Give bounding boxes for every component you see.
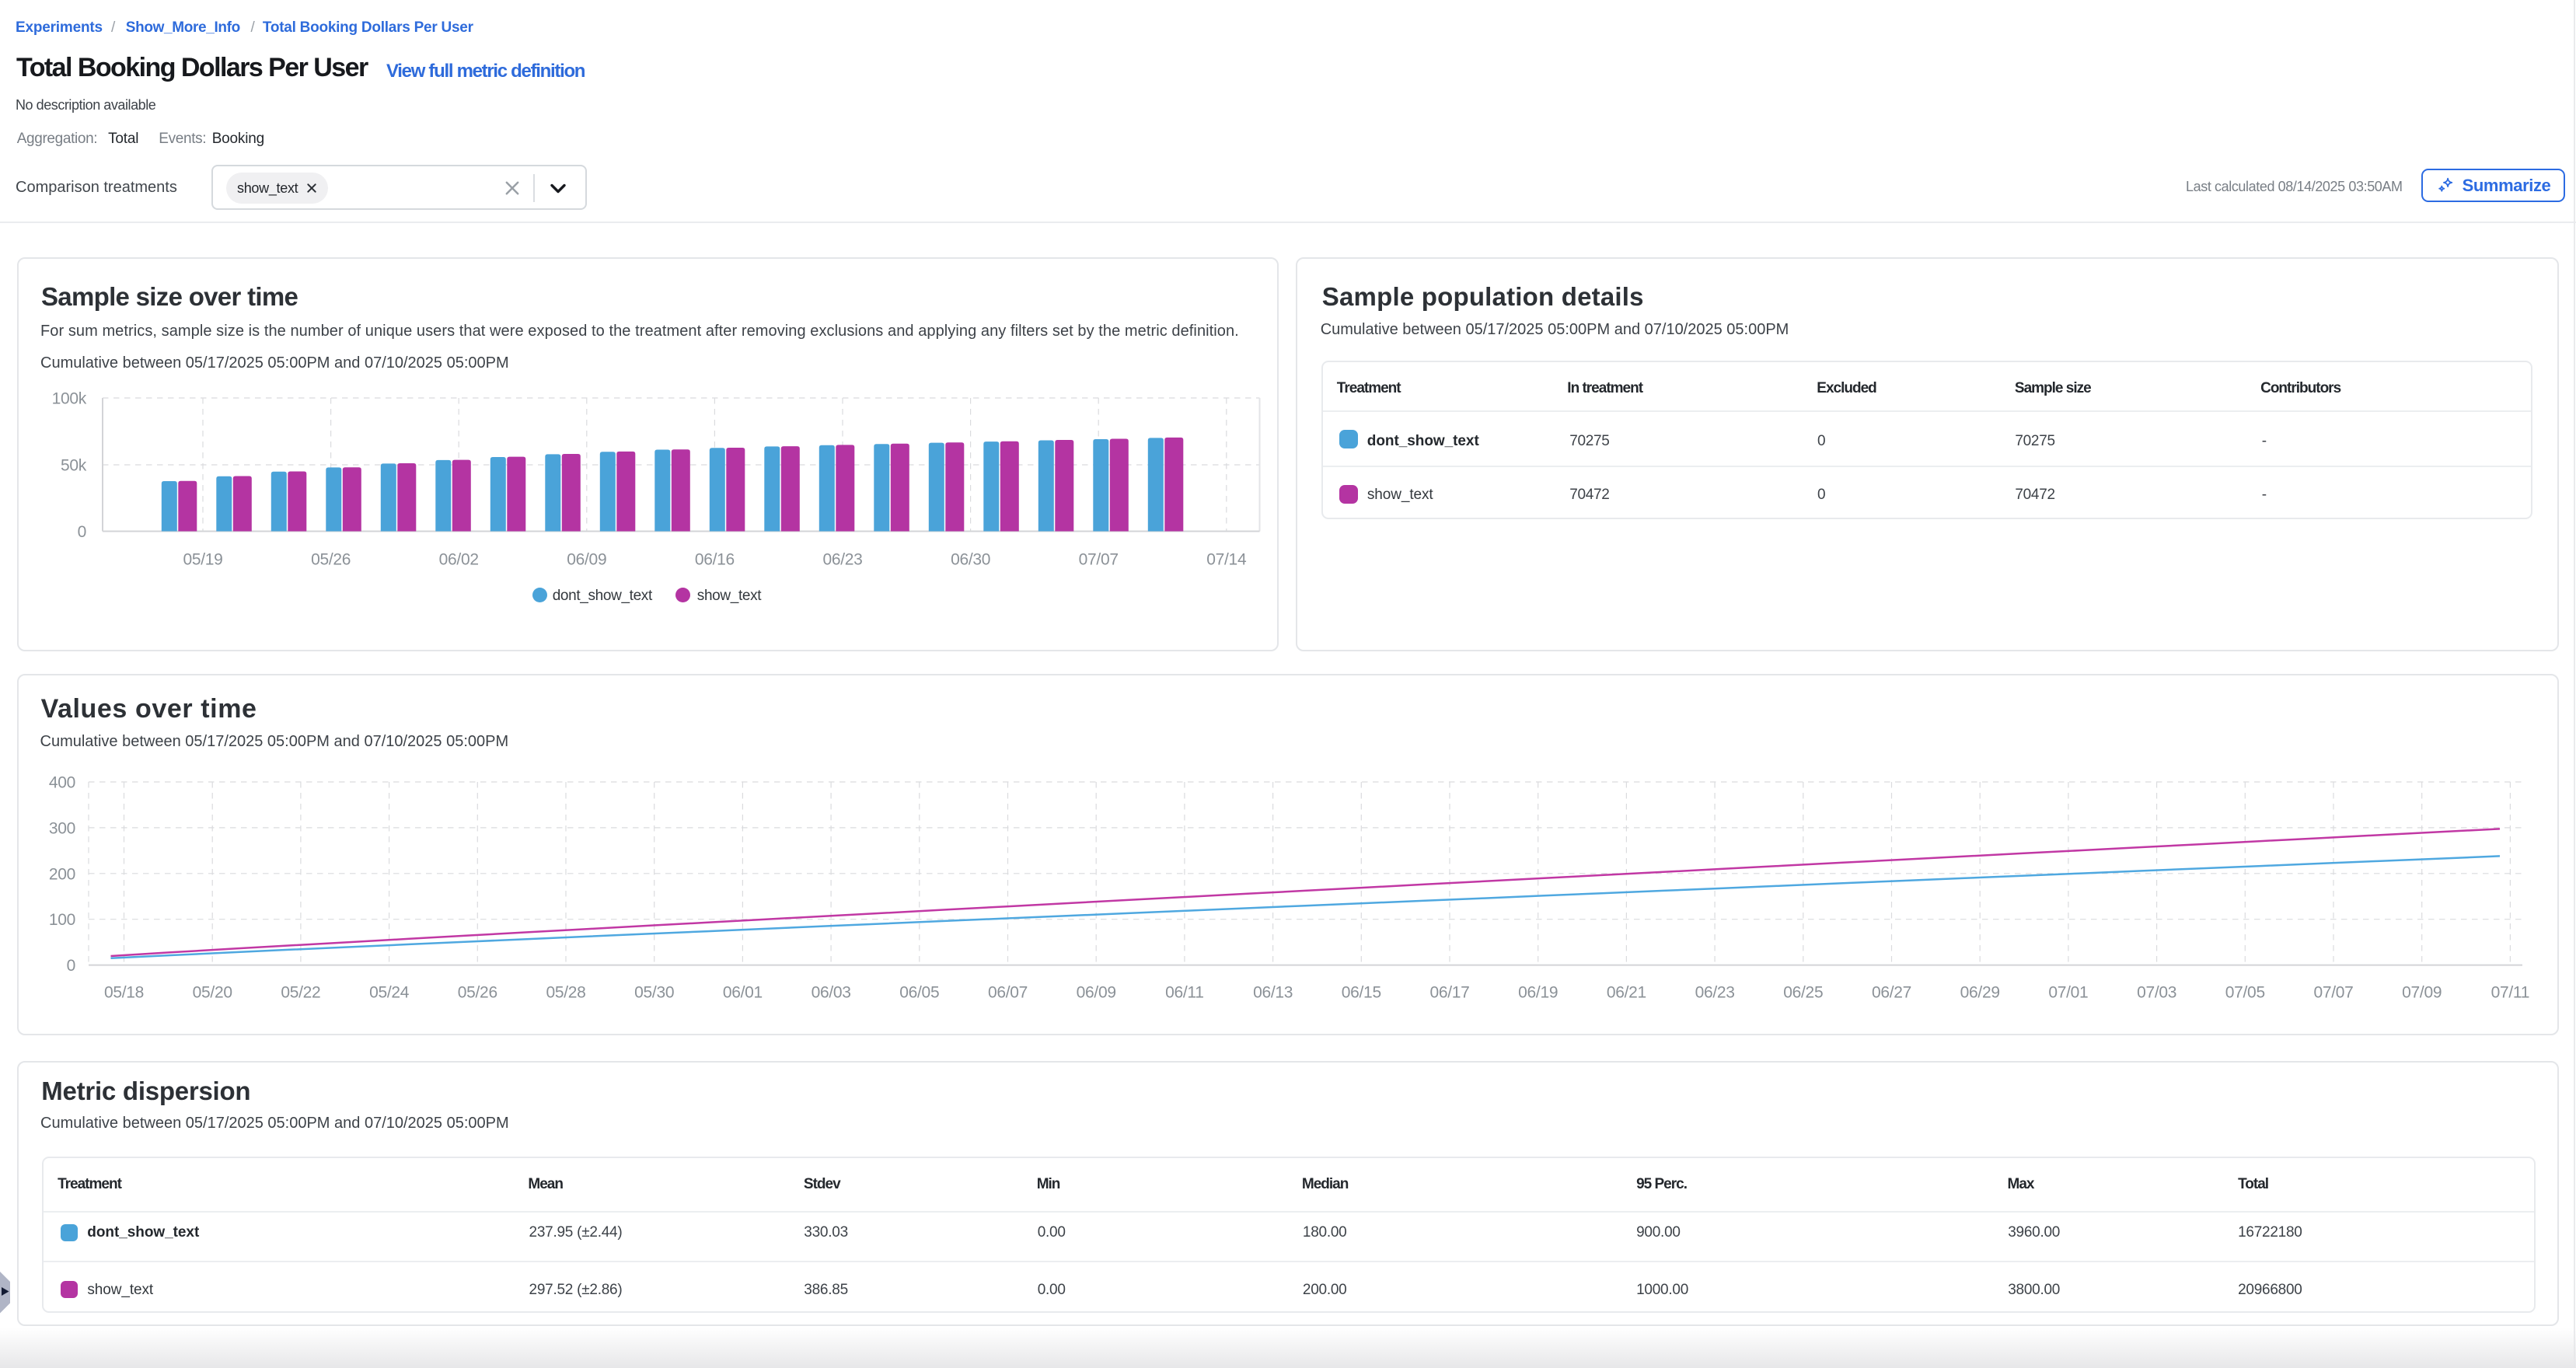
svg-text:05/19: 05/19 xyxy=(183,551,222,569)
svg-text:05/18: 05/18 xyxy=(104,984,144,1002)
svg-text:07/09: 07/09 xyxy=(2402,984,2442,1002)
svg-text:100: 100 xyxy=(49,911,75,929)
svg-text:05/24: 05/24 xyxy=(369,984,410,1002)
svg-text:06/15: 06/15 xyxy=(1342,984,1381,1002)
svg-text:200: 200 xyxy=(49,865,75,883)
svg-text:07/03: 07/03 xyxy=(2137,984,2176,1002)
svg-text:07/11: 07/11 xyxy=(2491,984,2530,1002)
svg-text:05/30: 05/30 xyxy=(634,984,674,1002)
svg-text:06/30: 06/30 xyxy=(951,551,990,569)
svg-text:07/01: 07/01 xyxy=(2048,984,2088,1002)
svg-text:07/07: 07/07 xyxy=(2313,984,2353,1002)
svg-text:05/28: 05/28 xyxy=(546,984,585,1002)
svg-text:06/25: 06/25 xyxy=(1783,984,1823,1002)
svg-text:05/26: 05/26 xyxy=(311,551,351,569)
svg-text:06/17: 06/17 xyxy=(1429,984,1469,1002)
svg-text:05/26: 05/26 xyxy=(458,984,497,1002)
svg-text:06/13: 06/13 xyxy=(1253,984,1293,1002)
svg-text:50k: 50k xyxy=(61,457,87,475)
svg-text:400: 400 xyxy=(49,774,75,792)
svg-text:06/29: 06/29 xyxy=(1960,984,2000,1002)
svg-text:06/21: 06/21 xyxy=(1607,984,1646,1002)
svg-text:06/09: 06/09 xyxy=(1077,984,1116,1002)
svg-text:06/23: 06/23 xyxy=(1695,984,1735,1002)
svg-text:06/05: 06/05 xyxy=(899,984,939,1002)
svg-text:05/22: 05/22 xyxy=(281,984,320,1002)
svg-text:07/14: 07/14 xyxy=(1206,551,1247,569)
svg-text:06/02: 06/02 xyxy=(439,551,479,569)
svg-text:06/03: 06/03 xyxy=(812,984,851,1002)
svg-text:100k: 100k xyxy=(52,390,87,408)
svg-text:06/11: 06/11 xyxy=(1165,984,1204,1002)
svg-text:06/23: 06/23 xyxy=(822,551,862,569)
svg-text:06/27: 06/27 xyxy=(1872,984,1911,1002)
svg-text:0: 0 xyxy=(67,957,75,975)
svg-text:06/01: 06/01 xyxy=(723,984,763,1002)
svg-text:300: 300 xyxy=(49,819,75,837)
svg-text:07/07: 07/07 xyxy=(1079,551,1119,569)
svg-text:0: 0 xyxy=(78,523,86,541)
svg-text:06/09: 06/09 xyxy=(567,551,606,569)
svg-text:07/05: 07/05 xyxy=(2225,984,2265,1002)
svg-text:06/16: 06/16 xyxy=(695,551,735,569)
svg-text:06/19: 06/19 xyxy=(1518,984,1558,1002)
svg-text:06/07: 06/07 xyxy=(988,984,1028,1002)
svg-text:05/20: 05/20 xyxy=(193,984,232,1002)
